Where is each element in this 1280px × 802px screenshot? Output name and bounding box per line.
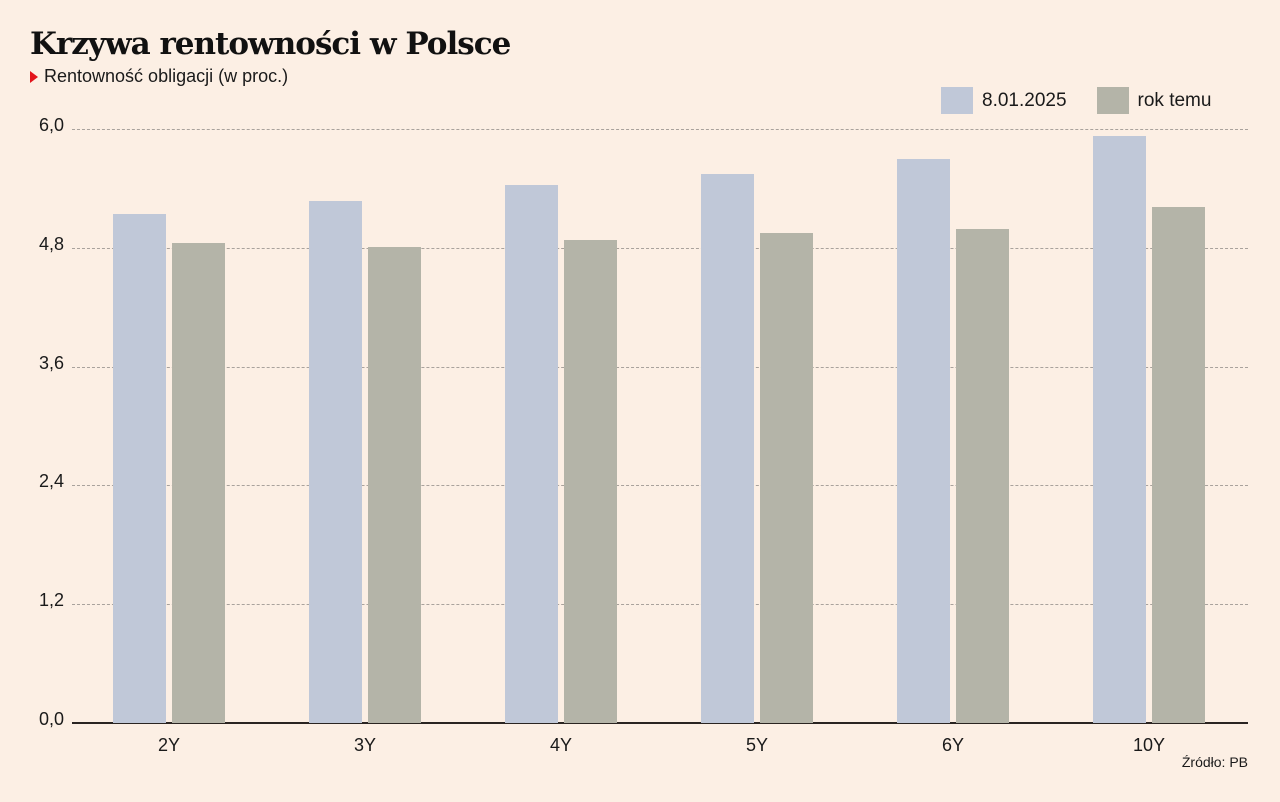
gridline — [72, 247, 1248, 249]
x-tick-label: 2Y — [157, 735, 181, 755]
bar-2Y-current — [113, 214, 166, 723]
legend: 8.01.2025 rok temu — [941, 87, 1241, 114]
legend-label-prev: rok temu — [1137, 89, 1212, 111]
legend-swatch-current — [941, 87, 973, 114]
y-tick-label: 2,4 — [38, 471, 64, 492]
bar-4Y-prev — [564, 239, 617, 723]
x-axis-line — [72, 722, 1248, 724]
bar-2Y-prev — [172, 242, 225, 723]
bar-4Y-current — [505, 185, 558, 723]
chart-subtitle: Rentowność obligacji (w proc.) — [30, 66, 288, 87]
gridline — [72, 604, 1248, 606]
y-tick-label: 6,0 — [38, 115, 64, 135]
subtitle-text: Rentowność obligacji (w proc.) — [44, 66, 289, 86]
bar-10Y-prev — [1152, 207, 1205, 723]
y-tick-label: 3,6 — [38, 352, 64, 373]
legend-label-current: 8.01.2025 — [982, 89, 1067, 111]
bar-10Y-current — [1093, 135, 1146, 723]
y-tick-label: 1,2 — [38, 590, 64, 611]
legend-item-prev: rok temu — [1096, 87, 1212, 114]
y-tick-label: 0,0 — [38, 709, 64, 729]
bar-6Y-current — [897, 158, 950, 723]
x-tick-label: 4Y — [549, 735, 573, 755]
source-note: Źródło: PB — [1181, 754, 1248, 770]
gridline — [72, 366, 1248, 368]
chart-title: Krzywa rentowności w Polsce — [30, 26, 511, 62]
y-tick-label: 4,8 — [38, 233, 64, 254]
x-tick-label: 6Y — [941, 735, 965, 755]
x-tick-label: 3Y — [353, 735, 377, 755]
legend-swatch-prev — [1096, 87, 1129, 114]
triangle-marker-icon — [30, 70, 38, 83]
bar-5Y-prev — [760, 232, 813, 723]
x-tick-label: 5Y — [745, 735, 769, 755]
gridline — [72, 485, 1248, 487]
bar-3Y-current — [309, 201, 362, 723]
bar-3Y-prev — [368, 246, 421, 723]
bar-6Y-prev — [956, 228, 1009, 723]
x-tick-label: 10Y — [1132, 735, 1166, 755]
gridline — [72, 129, 1248, 130]
legend-item-current: 8.01.2025 — [941, 87, 1067, 114]
bar-5Y-current — [701, 173, 754, 723]
